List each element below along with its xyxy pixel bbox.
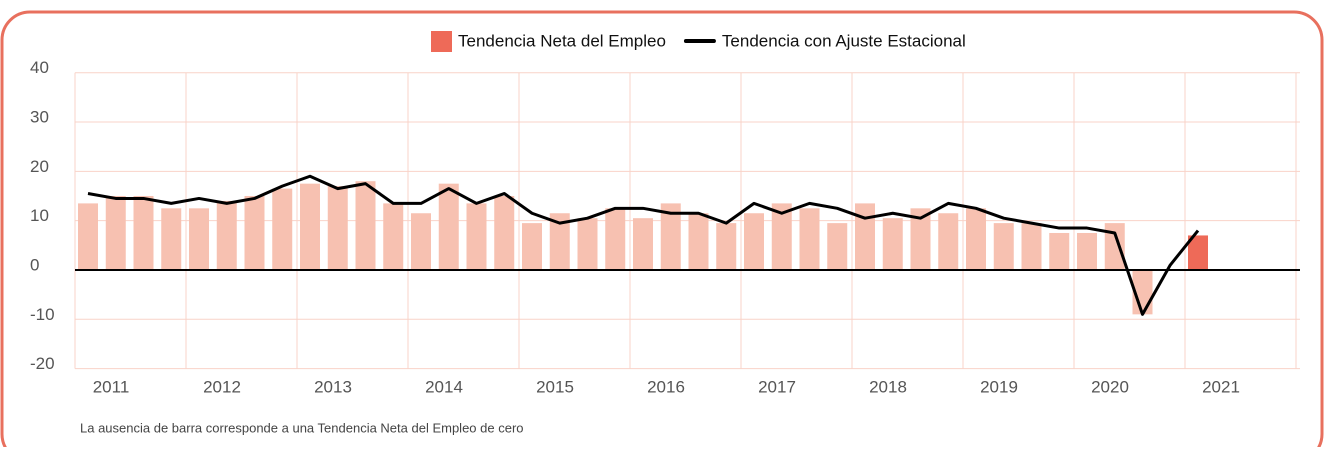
- bar: [577, 218, 598, 270]
- x-tick-label: 2015: [536, 377, 574, 396]
- bar: [744, 213, 764, 270]
- y-tick-label: 30: [30, 108, 49, 127]
- bar: [1077, 232, 1097, 270]
- bar: [355, 181, 376, 270]
- bar: [438, 183, 459, 270]
- x-tick-label: 2017: [758, 377, 796, 396]
- bar: [799, 208, 820, 270]
- bar: [189, 208, 209, 270]
- y-tick-label: -10: [30, 305, 55, 324]
- bar: [688, 213, 709, 270]
- bar: [882, 218, 903, 270]
- bar: [411, 213, 431, 270]
- bar: [549, 213, 570, 270]
- legend-swatch: [431, 31, 452, 52]
- bar: [633, 218, 653, 270]
- y-tick-label: 10: [30, 206, 49, 225]
- x-tick-label: 2011: [93, 377, 130, 396]
- bar: [133, 195, 154, 270]
- bar: [966, 208, 986, 270]
- bar: [1188, 235, 1208, 270]
- bar: [466, 203, 487, 270]
- bar: [993, 223, 1014, 270]
- y-tick-label: 0: [30, 255, 39, 274]
- x-tick-label: 2014: [425, 377, 463, 396]
- y-tick-label: 20: [30, 157, 49, 176]
- bar: [494, 195, 515, 270]
- chart-border: [0, 10, 1324, 452]
- line: [87, 174, 1200, 316]
- y-tick-label: 40: [30, 58, 49, 77]
- bar: [300, 183, 320, 270]
- bar: [78, 203, 98, 270]
- bar: [105, 195, 126, 270]
- bar: [216, 200, 237, 270]
- legend-label: Tendencia Neta del Empleo: [458, 31, 666, 50]
- x-tick-label: 2012: [203, 377, 241, 396]
- bar: [161, 208, 182, 270]
- bar: [716, 223, 737, 270]
- bar: [605, 208, 626, 270]
- legend-label: Tendencia con Ajuste Estacional: [722, 31, 966, 50]
- footnote: La ausencia de barra corresponde a una T…: [80, 420, 524, 435]
- bar: [383, 203, 404, 270]
- y-tick-label: -20: [30, 354, 55, 373]
- x-tick-label: 2020: [1091, 377, 1129, 396]
- bar: [522, 223, 542, 270]
- bar: [827, 223, 848, 270]
- x-tick-label: 2018: [869, 377, 907, 396]
- bar: [327, 186, 348, 270]
- x-tick-label: 2016: [647, 377, 685, 396]
- bar: [1049, 232, 1070, 270]
- bar: [855, 203, 875, 270]
- bar: [910, 208, 931, 270]
- bar: [938, 213, 959, 270]
- x-tick-label: 2013: [314, 377, 352, 396]
- bar: [244, 195, 265, 270]
- bar: [660, 203, 681, 270]
- bar: [771, 203, 792, 270]
- bar: [1104, 223, 1125, 270]
- bar: [272, 188, 293, 270]
- x-tick-label: 2021: [1202, 377, 1240, 396]
- x-tick-label: 2019: [980, 377, 1018, 396]
- bar: [1021, 223, 1042, 270]
